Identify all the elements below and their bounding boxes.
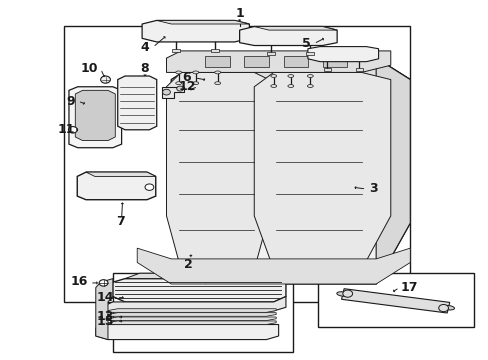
Ellipse shape — [270, 75, 276, 77]
Bar — [64, 26, 409, 302]
Text: 5: 5 — [301, 37, 310, 50]
Text: 2: 2 — [183, 258, 192, 271]
Polygon shape — [142, 21, 249, 42]
Ellipse shape — [175, 71, 181, 74]
Polygon shape — [205, 58, 409, 80]
Polygon shape — [101, 297, 285, 311]
Text: 3: 3 — [368, 183, 377, 195]
Bar — [283, 56, 307, 67]
Polygon shape — [108, 309, 276, 312]
Bar — [322, 56, 346, 67]
Text: 14: 14 — [96, 291, 114, 304]
Text: 16: 16 — [70, 275, 87, 288]
Text: 1: 1 — [235, 7, 244, 20]
Bar — [113, 273, 293, 352]
Ellipse shape — [287, 75, 293, 77]
Polygon shape — [254, 27, 336, 30]
Polygon shape — [254, 72, 390, 270]
Ellipse shape — [192, 71, 198, 74]
Polygon shape — [166, 51, 390, 72]
Text: 15: 15 — [96, 315, 114, 328]
Bar — [355, 68, 362, 71]
Circle shape — [145, 184, 154, 190]
Polygon shape — [77, 172, 156, 200]
Text: 6: 6 — [182, 71, 190, 84]
Ellipse shape — [214, 82, 220, 85]
Text: 17: 17 — [400, 281, 417, 294]
Bar — [244, 56, 268, 67]
Text: 8: 8 — [140, 62, 148, 75]
Polygon shape — [157, 21, 249, 24]
Bar — [317, 273, 473, 327]
Polygon shape — [108, 321, 276, 324]
Text: 10: 10 — [81, 62, 98, 75]
Circle shape — [99, 280, 108, 286]
Polygon shape — [108, 317, 276, 320]
Bar — [324, 68, 330, 71]
Polygon shape — [96, 324, 278, 339]
Polygon shape — [118, 76, 157, 130]
Polygon shape — [108, 313, 276, 316]
Polygon shape — [375, 58, 409, 284]
Polygon shape — [69, 87, 122, 148]
Ellipse shape — [307, 75, 313, 77]
Polygon shape — [171, 58, 205, 284]
Polygon shape — [166, 72, 268, 270]
Bar — [211, 49, 219, 52]
Polygon shape — [239, 27, 336, 45]
Polygon shape — [341, 289, 449, 313]
Bar — [205, 56, 229, 67]
Circle shape — [101, 76, 110, 83]
Text: 12: 12 — [178, 80, 195, 93]
Polygon shape — [86, 172, 156, 176]
Ellipse shape — [287, 85, 293, 87]
Polygon shape — [125, 273, 288, 279]
Circle shape — [438, 305, 447, 312]
Ellipse shape — [214, 71, 220, 74]
Polygon shape — [307, 46, 378, 62]
Polygon shape — [171, 58, 409, 284]
Circle shape — [342, 290, 352, 297]
Polygon shape — [137, 248, 409, 284]
Ellipse shape — [270, 85, 276, 87]
Ellipse shape — [442, 305, 453, 310]
Bar — [267, 51, 275, 55]
Ellipse shape — [192, 82, 198, 85]
Ellipse shape — [175, 82, 181, 85]
Circle shape — [68, 127, 77, 133]
Polygon shape — [75, 90, 115, 140]
Circle shape — [176, 86, 183, 91]
Circle shape — [162, 89, 170, 95]
Ellipse shape — [307, 85, 313, 87]
Text: 13: 13 — [96, 310, 114, 324]
Polygon shape — [113, 279, 285, 302]
Bar — [172, 49, 180, 52]
Text: 4: 4 — [141, 41, 149, 54]
Polygon shape — [96, 279, 113, 339]
Text: 11: 11 — [57, 123, 75, 136]
Polygon shape — [161, 87, 183, 98]
Bar — [306, 51, 314, 55]
Text: 7: 7 — [116, 215, 124, 228]
Ellipse shape — [336, 292, 348, 296]
Text: 9: 9 — [66, 95, 75, 108]
